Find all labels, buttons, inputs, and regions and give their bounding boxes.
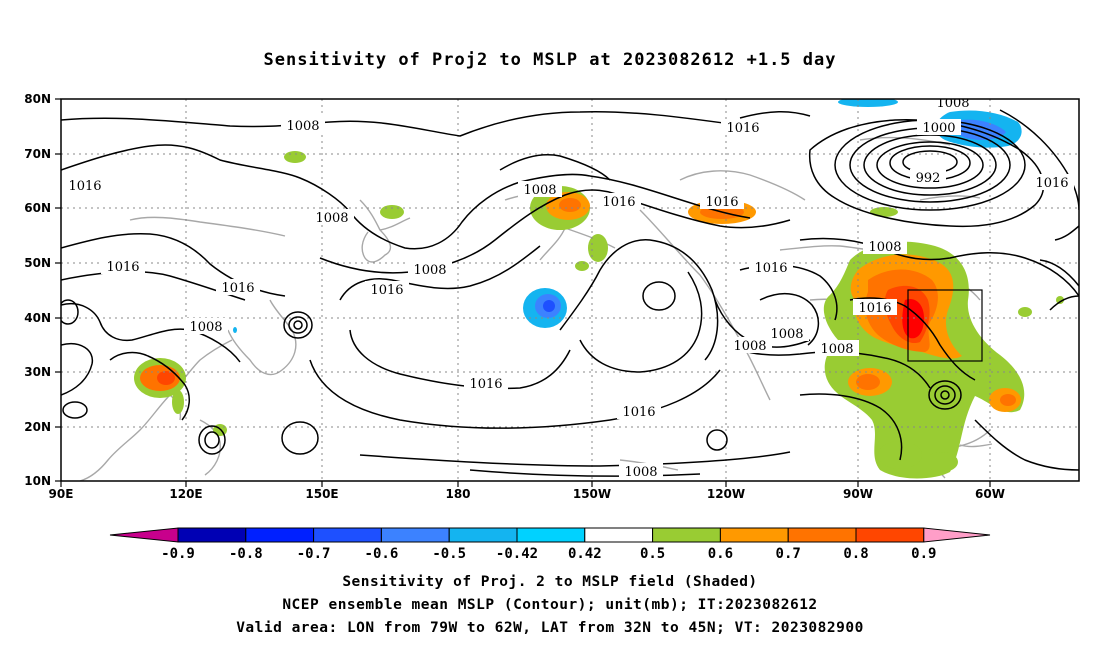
colorbar-segment	[177, 527, 247, 543]
colorbar-label: 0.9	[911, 546, 936, 562]
contour-label: 1016	[705, 195, 738, 210]
contour-label: 1008	[820, 342, 853, 357]
contour-label: 1016	[726, 121, 759, 136]
lon-label: 90E	[49, 487, 74, 501]
colorbar-segment	[584, 527, 654, 543]
lat-label: 10N	[24, 474, 51, 488]
lon-label: 150W	[573, 487, 611, 501]
lat-labels: 80N 70N 60N 50N 40N 30N 20N 10N	[24, 92, 51, 488]
contour-label: 1008	[770, 327, 803, 342]
colorbar-label: -0.5	[432, 546, 466, 562]
contour-label: 1008	[315, 211, 348, 226]
lat-label: 30N	[24, 365, 51, 379]
contour-label: 1016	[858, 301, 891, 316]
colorbar-segment	[380, 527, 450, 543]
colorbar: -0.9 -0.8 -0.7 -0.6 -0.5 -0.42 0.42 0.5 …	[109, 527, 991, 562]
contour-label: 1008	[413, 263, 446, 278]
contour-label: 1008	[868, 240, 901, 255]
contour-label: 1016	[754, 261, 787, 276]
contour-label: 992	[916, 171, 941, 186]
page-title: Sensitivity of Proj2 to MSLP at 20230826…	[263, 50, 837, 70]
lon-label: 60W	[975, 487, 1005, 501]
contour-label: 1000	[922, 121, 955, 136]
lat-label: 50N	[24, 256, 51, 270]
axis-ticks	[55, 98, 991, 487]
map-frame	[60, 98, 1080, 482]
contour-label: 1008	[523, 183, 556, 198]
contour-label: 1016	[106, 260, 139, 275]
graticule	[61, 99, 1079, 481]
caption-valid-area: Valid area: LON from 79W to 62W, LAT fro…	[236, 620, 864, 636]
colorbar-segment	[448, 527, 518, 543]
lon-label: 120W	[707, 487, 745, 501]
contour-label: 1008	[936, 96, 969, 111]
lat-label: 80N	[24, 92, 51, 106]
colorbar-label: 0.42	[568, 546, 602, 562]
colorbar-segment	[787, 527, 857, 543]
colorbar-label: 0.6	[708, 546, 733, 562]
lat-label: 70N	[24, 147, 51, 161]
contour-label: 1016	[68, 179, 101, 194]
colorbar-segment	[516, 527, 586, 543]
lon-label: 180	[445, 487, 470, 501]
colorbar-label: -0.9	[161, 546, 195, 562]
caption-shaded: Sensitivity of Proj. 2 to MSLP field (Sh…	[342, 574, 758, 590]
colorbar-label: 0.8	[843, 546, 868, 562]
colorbar-label: 0.5	[640, 546, 665, 562]
colorbar-segment	[245, 527, 315, 543]
colorbar-segment	[719, 527, 789, 543]
colorbar-label: -0.6	[365, 546, 399, 562]
contour-label: 1016	[622, 405, 655, 420]
contour-labels: 1008 1016 1008 1016 1008 1016 1016 1008 …	[63, 96, 1074, 480]
colorbar-label: -0.7	[297, 546, 331, 562]
contour-label: 1008	[286, 119, 319, 134]
contour-label: 1016	[469, 377, 502, 392]
contour-label: 1016	[1035, 176, 1068, 191]
contour-label: 1016	[221, 281, 254, 296]
colorbar-segment	[313, 527, 382, 543]
contour-label: 1008	[189, 320, 222, 335]
colorbar-left-triangle	[109, 527, 179, 543]
contour-label: 1016	[602, 195, 635, 210]
contour-label: 1008	[733, 339, 766, 354]
colorbar-right-triangle	[923, 527, 991, 543]
contour-label: 1016	[370, 283, 403, 298]
colorbar-label: 0.7	[776, 546, 801, 562]
valid-area-box	[907, 289, 983, 362]
lon-label: 150E	[305, 487, 338, 501]
lon-label: 90W	[843, 487, 873, 501]
colorbar-label: -0.42	[496, 546, 538, 562]
lat-label: 20N	[24, 420, 51, 434]
lat-label: 60N	[24, 201, 51, 215]
contour-label: 1008	[624, 465, 657, 480]
lat-label: 40N	[24, 311, 51, 325]
lon-labels: 90E 120E 150E 180 150W 120W 90W 60W	[49, 487, 1005, 501]
colorbar-segment	[652, 527, 721, 543]
colorbar-label: -0.8	[229, 546, 263, 562]
lon-label: 120E	[169, 487, 202, 501]
colorbar-segment	[855, 527, 925, 543]
caption-contour: NCEP ensemble mean MSLP (Contour); unit(…	[282, 597, 818, 613]
